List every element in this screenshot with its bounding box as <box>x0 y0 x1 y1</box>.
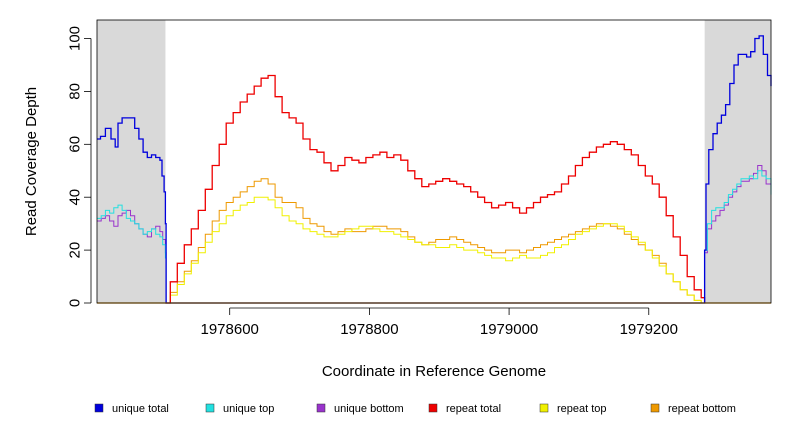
x-tick-label: 1979200 <box>620 321 678 338</box>
plot-frame <box>96 19 772 304</box>
legend-label-unique-top: unique top <box>223 403 274 415</box>
plot-background <box>97 20 771 303</box>
series-line-unique-bottom <box>97 165 772 304</box>
legend-label-repeat-top: repeat top <box>557 403 607 415</box>
legend-swatch-repeat-bottom <box>650 403 660 413</box>
series-line-unique-top <box>97 170 772 304</box>
y-axis-label: Read Coverage Depth <box>23 87 40 236</box>
legend-label-unique-total: unique total <box>112 403 169 415</box>
legend-swatch-repeat-top <box>539 403 549 413</box>
y-tick-label: 20 <box>66 242 83 259</box>
series-layer <box>97 35 772 304</box>
y-tick-label: 0 <box>66 299 83 307</box>
legend-swatch-unique-top <box>205 403 215 413</box>
y-tick-label: 80 <box>66 83 83 100</box>
x-tick-label: 1979000 <box>480 321 538 338</box>
x-tick-label: 1978800 <box>340 321 398 338</box>
series-line-repeat-total <box>165 74 706 304</box>
y-tick-label: 60 <box>66 136 83 153</box>
shaded-region-2 <box>704 20 771 303</box>
legend-label-repeat-bottom: repeat bottom <box>668 403 736 415</box>
x-axis: 1978600 1978800 1979000 1979200 <box>201 307 678 338</box>
legend-swatch-unique-bottom <box>316 403 326 413</box>
x-tick-label: 1978600 <box>201 321 259 338</box>
shaded-region-1 <box>97 20 166 303</box>
y-tick-label: 40 <box>66 189 83 206</box>
legend-label-unique-bottom: unique bottom <box>334 403 404 415</box>
series-line-repeat-top <box>165 196 705 304</box>
legend: unique total unique top unique bottom repea… <box>94 403 736 415</box>
y-axis: 0 20 40 60 80 100 <box>66 26 92 307</box>
y-tick-label: 100 <box>66 26 83 51</box>
series-line-repeat-bottom <box>165 178 705 304</box>
legend-swatch-unique-total <box>94 403 104 413</box>
x-axis-label: Coordinate in Reference Genome <box>322 363 546 380</box>
legend-label-repeat-total: repeat total <box>446 403 501 415</box>
legend-swatch-repeat-total <box>428 403 438 413</box>
